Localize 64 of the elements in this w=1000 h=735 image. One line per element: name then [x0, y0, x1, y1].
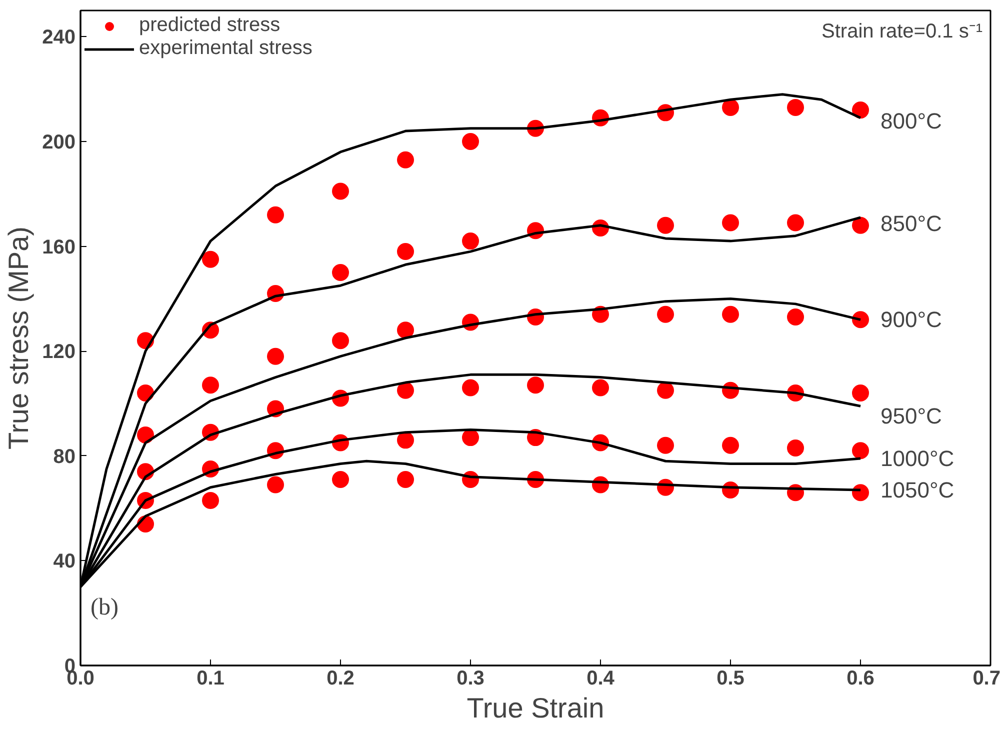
point	[852, 384, 869, 402]
x-axis-title: True Strain	[466, 692, 604, 724]
point	[332, 182, 349, 200]
point	[852, 484, 869, 502]
x-tick-label: 0.4	[586, 668, 616, 690]
legend-label: predicted stress	[139, 14, 280, 37]
point	[202, 376, 219, 394]
point	[202, 492, 219, 509]
annotation: Strain rate=0.1 s⁻¹	[822, 20, 983, 42]
y-tick-label: 40	[53, 550, 76, 573]
point	[397, 470, 414, 488]
point	[722, 98, 739, 116]
point	[332, 470, 349, 488]
point	[722, 306, 739, 323]
point	[657, 382, 674, 399]
point	[787, 308, 804, 326]
point	[462, 232, 479, 250]
point	[397, 432, 414, 449]
point	[787, 98, 804, 116]
point	[852, 216, 869, 234]
annotation: 1050°C	[880, 477, 954, 502]
point	[852, 442, 869, 460]
y-tick-label: 200	[42, 132, 76, 154]
point	[397, 243, 414, 260]
point	[787, 440, 804, 457]
x-tick-label: 0.3	[456, 668, 484, 690]
legend-label: experimental stress	[139, 37, 312, 60]
point	[267, 206, 284, 224]
point	[462, 133, 479, 150]
point	[722, 214, 739, 232]
point	[852, 102, 869, 119]
annotation: 950°C	[880, 404, 942, 429]
annotation: 800°C	[880, 108, 942, 134]
point	[462, 429, 479, 446]
point	[657, 216, 674, 234]
y-tick-label: 120	[42, 341, 76, 364]
annotation: 850°C	[880, 210, 942, 236]
y-tick-label: 240	[42, 26, 76, 49]
x-tick-label: 0.6	[846, 668, 874, 690]
point	[787, 214, 804, 232]
x-tick-label: 0.7	[972, 668, 1000, 690]
y-axis-title: True stress (MPa)	[3, 226, 34, 450]
point	[462, 379, 479, 396]
annotation: (b)	[90, 594, 118, 620]
point	[397, 322, 414, 339]
point	[267, 476, 284, 494]
point	[657, 306, 674, 323]
x-tick-label: 0.1	[196, 668, 224, 690]
point	[397, 382, 414, 399]
point	[332, 264, 349, 281]
point	[527, 376, 544, 394]
point	[332, 332, 349, 350]
point	[397, 151, 414, 168]
x-tick-label: 0.5	[716, 668, 744, 690]
annotation: 900°C	[880, 307, 942, 332]
x-tick-label: 0.2	[326, 668, 354, 690]
point	[657, 436, 674, 454]
y-tick-label: 160	[42, 236, 76, 258]
point	[202, 250, 219, 268]
point	[722, 436, 739, 454]
annotation: 1000°C	[880, 446, 954, 472]
point	[267, 348, 284, 365]
y-tick-label: 80	[53, 446, 76, 468]
point	[592, 379, 609, 396]
